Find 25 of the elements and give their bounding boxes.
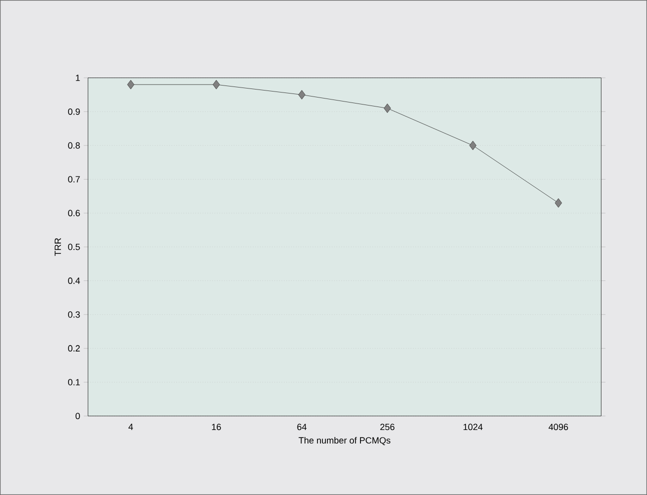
x-tick-label: 64 <box>297 424 307 430</box>
y-tick-label: 0.1 <box>68 379 80 386</box>
x-tick-label: 16 <box>212 424 221 430</box>
x-tick-label: 256 <box>380 424 394 430</box>
x-tick-label: 4096 <box>548 424 568 430</box>
x-tick-label: 1024 <box>464 424 483 430</box>
y-tick-label: 0.3 <box>68 311 80 318</box>
y-tick-label: 0 <box>76 412 80 420</box>
y-tick-label: 0.2 <box>68 345 80 352</box>
y-tick-label: 1 <box>76 74 80 81</box>
x-tick-label: 4 <box>128 424 133 430</box>
y-tick-label: 0.7 <box>68 176 80 182</box>
y-tick-label: 0.5 <box>68 244 80 250</box>
point <box>554 198 562 208</box>
y-tick-label: 0.8 <box>68 142 80 149</box>
point <box>212 80 220 90</box>
y-tick-label: 0.6 <box>68 210 80 216</box>
point <box>384 104 391 113</box>
point <box>469 140 476 150</box>
y-tick-label: 0.9 <box>68 108 80 115</box>
y-tick-label: 0.4 <box>68 278 80 284</box>
point <box>298 90 306 100</box>
point <box>127 80 134 90</box>
y-axis-title: TRR <box>54 238 61 256</box>
x-axis-title: The number of PCMQs <box>298 436 390 446</box>
